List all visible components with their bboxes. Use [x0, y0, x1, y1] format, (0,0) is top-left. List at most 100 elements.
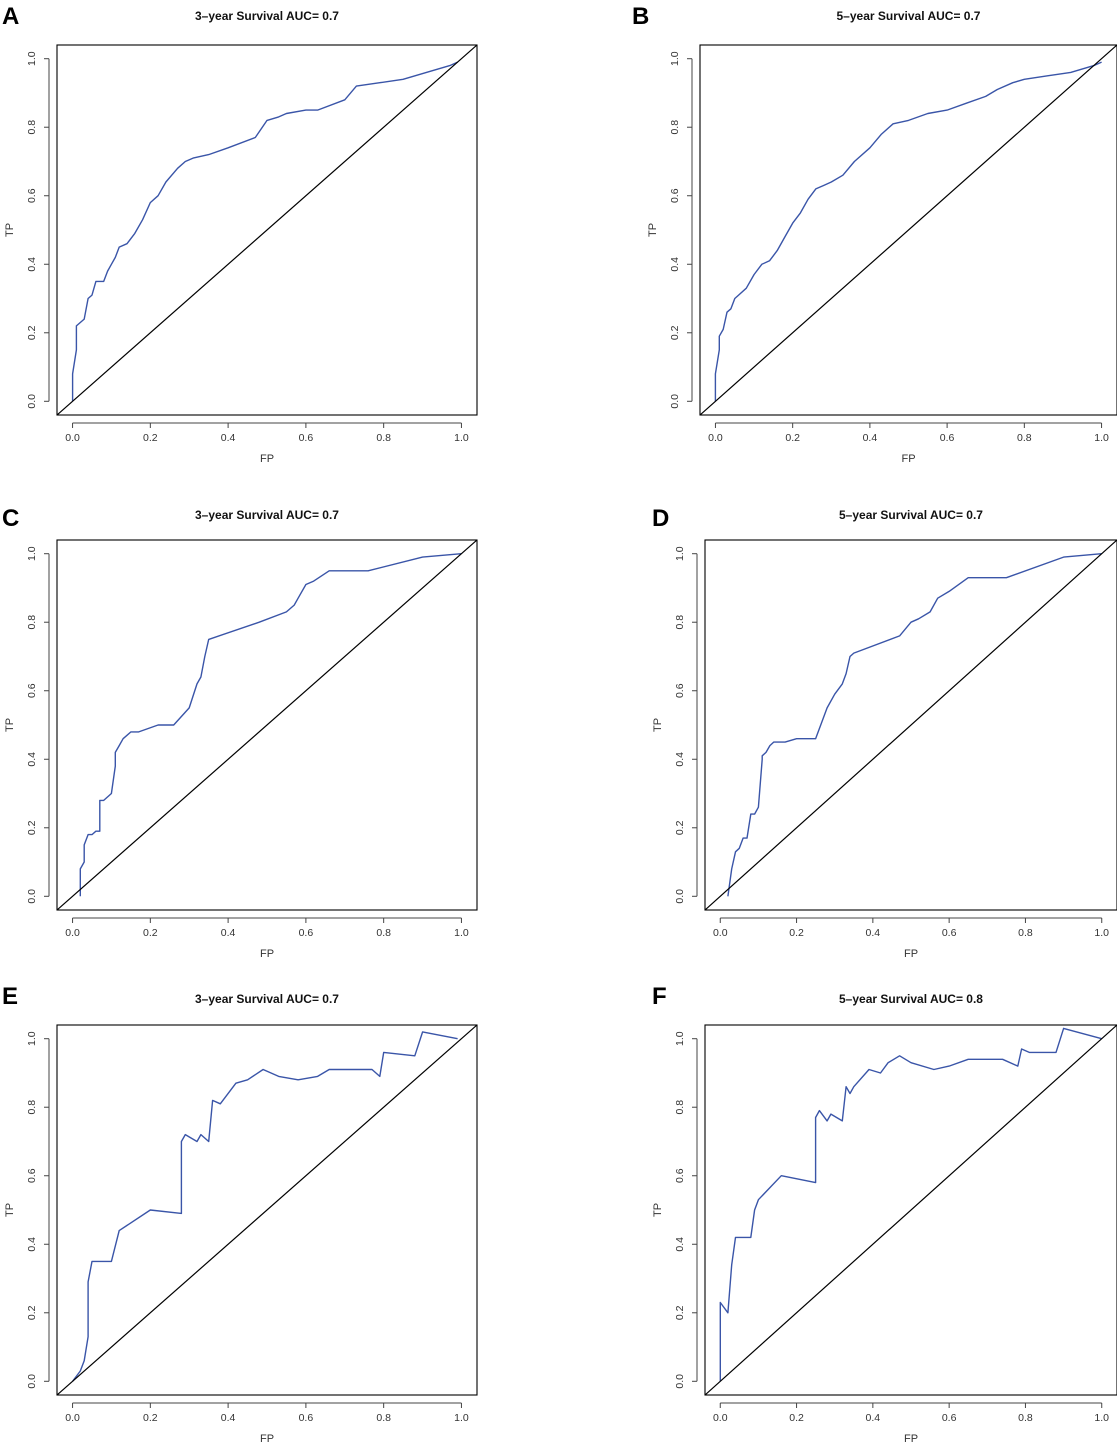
x-tick-label: 0.2 — [785, 432, 800, 444]
y-tick-label: 0.8 — [26, 120, 38, 135]
panel-letter: C — [2, 505, 19, 532]
y-tick-label: 0.8 — [674, 1100, 686, 1115]
chart-title: 5–year Survival AUC= 0.8 — [839, 992, 983, 1006]
y-tick-label: 0.6 — [26, 188, 38, 203]
x-tick-label: 0.8 — [1017, 432, 1032, 444]
y-axis-label: TP — [647, 223, 659, 237]
y-tick-label: 1.0 — [669, 51, 681, 66]
y-tick-label: 0.6 — [674, 683, 686, 698]
y-tick-label: 0.4 — [674, 1237, 686, 1252]
plot-frame — [704, 539, 1117, 911]
panel-f: F 5–year Survival AUC= 0.8 0.0 0.2 0.4 0.6 0.8… — [652, 983, 1117, 1445]
x-tick-label: 0.6 — [299, 432, 314, 444]
y-tick-label: 0.8 — [669, 120, 681, 135]
reference-diagonal-line — [57, 540, 477, 910]
panel-a: A 3–year Survival AUC= 0.7 0.0 0.2 0.4 0.6 0.8… — [2, 3, 478, 465]
reference-diagonal-line — [57, 45, 477, 415]
roc-curve-line — [727, 553, 1102, 897]
x-tick-label: 0.6 — [940, 432, 955, 444]
panel-letter: A — [2, 3, 19, 30]
reference-diagonal-line — [705, 1025, 1117, 1395]
y-tick-label: 0.4 — [669, 257, 681, 272]
x-tick-label: 0.8 — [1018, 1412, 1033, 1424]
x-axis-label: FP — [904, 1433, 918, 1445]
y-tick-label: 0.6 — [26, 683, 38, 698]
y-tick-label: 0.0 — [674, 889, 686, 904]
x-tick-label: 0.8 — [376, 432, 391, 444]
plot-frame — [56, 539, 478, 911]
y-tick-label: 1.0 — [674, 546, 686, 561]
panel-d: D 5–year Survival AUC= 0.7 0.0 0.2 0.4 0.6 0.8… — [652, 505, 1117, 960]
panel-b: B 5–year Survival AUC= 0.7 0.0 0.2 0.4 0.6 0.8… — [632, 3, 1117, 465]
chart-title: 3–year Survival AUC= 0.7 — [195, 508, 339, 522]
y-tick-label: 1.0 — [26, 1031, 38, 1046]
plot-frame — [56, 1024, 478, 1396]
x-tick-label: 0.6 — [299, 1412, 314, 1424]
y-tick-label: 0.2 — [26, 820, 38, 835]
x-tick-label: 0.6 — [942, 927, 957, 939]
chart-title: 3–year Survival AUC= 0.7 — [195, 992, 339, 1006]
x-axis-label: FP — [904, 948, 918, 960]
y-tick-label: 0.8 — [674, 615, 686, 630]
x-tick-label: 0.2 — [789, 927, 804, 939]
x-tick-label: 0.0 — [713, 927, 728, 939]
y-tick-label: 0.0 — [26, 889, 38, 904]
x-axis-label: FP — [260, 1433, 274, 1445]
x-tick-label: 0.2 — [789, 1412, 804, 1424]
x-tick-label: 0.6 — [942, 1412, 957, 1424]
chart-title: 5–year Survival AUC= 0.7 — [839, 508, 983, 522]
x-tick-label: 1.0 — [1094, 432, 1109, 444]
x-tick-label: 1.0 — [454, 432, 469, 444]
y-tick-label: 1.0 — [26, 546, 38, 561]
y-tick-label: 0.8 — [26, 615, 38, 630]
y-tick-label: 0.6 — [669, 188, 681, 203]
roc-curve-line — [79, 553, 462, 897]
y-tick-label: 1.0 — [674, 1031, 686, 1046]
chart-title: 3–year Survival AUC= 0.7 — [195, 9, 339, 23]
x-axis-label: FP — [260, 453, 274, 465]
x-axis-label: FP — [260, 948, 274, 960]
roc-curve-line — [719, 1027, 1102, 1382]
x-tick-label: 0.2 — [143, 1412, 158, 1424]
y-axis-label: TP — [652, 1203, 664, 1217]
x-tick-label: 0.0 — [713, 1412, 728, 1424]
y-tick-label: 0.2 — [674, 820, 686, 835]
x-tick-label: 0.0 — [65, 927, 80, 939]
y-tick-label: 0.8 — [26, 1100, 38, 1115]
reference-diagonal-line — [700, 45, 1117, 415]
panel-c: C 3–year Survival AUC= 0.7 0.0 0.2 0.4 0.6 0.8… — [2, 505, 478, 960]
y-tick-label: 0.4 — [674, 752, 686, 767]
plot-frame — [704, 1024, 1117, 1396]
y-tick-label: 1.0 — [26, 51, 38, 66]
y-tick-label: 0.0 — [26, 1374, 38, 1389]
x-tick-label: 0.8 — [376, 927, 391, 939]
x-tick-label: 1.0 — [1094, 927, 1109, 939]
y-tick-label: 0.2 — [669, 325, 681, 340]
x-axis-label: FP — [901, 453, 915, 465]
x-tick-label: 0.4 — [221, 432, 236, 444]
plot-frame — [699, 44, 1117, 416]
x-tick-label: 1.0 — [1094, 1412, 1109, 1424]
y-tick-label: 0.2 — [26, 1305, 38, 1320]
y-tick-label: 0.0 — [26, 394, 38, 409]
y-tick-label: 0.0 — [674, 1374, 686, 1389]
panel-e: E 3–year Survival AUC= 0.7 0.0 0.2 0.4 0.6 0.8… — [2, 983, 478, 1445]
panel-letter: F — [652, 983, 667, 1010]
x-tick-label: 0.4 — [866, 927, 881, 939]
reference-diagonal-line — [705, 540, 1117, 910]
y-axis-label: TP — [4, 718, 16, 732]
x-tick-label: 1.0 — [454, 1412, 469, 1424]
y-tick-label: 0.4 — [26, 752, 38, 767]
x-tick-label: 0.6 — [299, 927, 314, 939]
plot-frame — [56, 44, 478, 416]
x-tick-label: 0.8 — [1018, 927, 1033, 939]
y-axis-label: TP — [652, 718, 664, 732]
x-tick-label: 0.2 — [143, 927, 158, 939]
x-tick-label: 0.0 — [65, 432, 80, 444]
x-tick-label: 0.4 — [221, 1412, 236, 1424]
y-tick-label: 0.2 — [674, 1305, 686, 1320]
y-tick-label: 0.6 — [674, 1168, 686, 1183]
x-tick-label: 0.2 — [143, 432, 158, 444]
x-tick-label: 1.0 — [454, 927, 469, 939]
